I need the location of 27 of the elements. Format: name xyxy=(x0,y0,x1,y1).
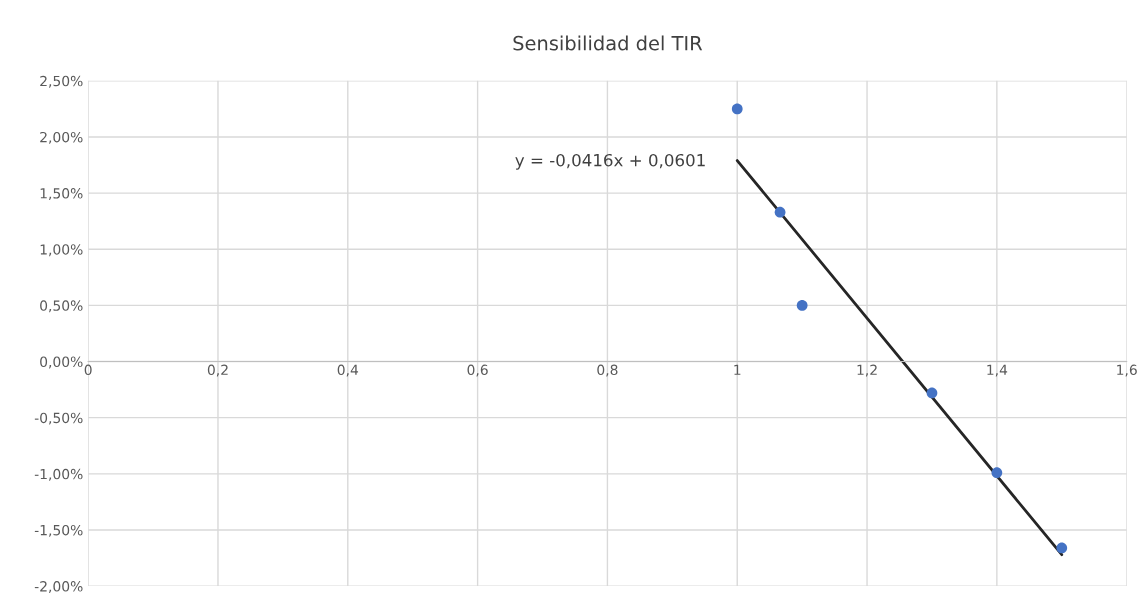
x-tick-label: 1,2 xyxy=(857,364,877,377)
chart-title: Sensibilidad del TIR xyxy=(513,35,703,51)
point xyxy=(926,387,938,399)
y-tick-label: -2,00% xyxy=(34,581,83,594)
y-tick-label: 1,00% xyxy=(40,244,83,257)
y-tick-label: -1,00% xyxy=(34,468,83,481)
y-tick-label: 1,50% xyxy=(40,188,83,200)
x-tick-label: 1,4 xyxy=(987,364,1008,377)
x-tick-label: 0 xyxy=(84,364,92,376)
point xyxy=(774,206,786,218)
x-tick-label: 0,4 xyxy=(337,364,359,377)
y-tick-label: 2,50% xyxy=(40,75,83,88)
x-tick-label: 0,6 xyxy=(467,364,488,377)
y-tick-label: 0,00% xyxy=(40,356,83,369)
x-tick-label: 1 xyxy=(734,364,741,375)
y-tick-label: 2,00% xyxy=(40,131,83,144)
point xyxy=(1056,542,1068,554)
point xyxy=(796,300,808,311)
x-tick-label: 0,8 xyxy=(597,364,618,377)
annotation: y = -0,0416x + 0,0601 xyxy=(515,153,705,170)
y-tick-label: -0,50% xyxy=(34,412,83,425)
y-tick-label: 0,50% xyxy=(40,300,83,313)
x-tick-label: 1,6 xyxy=(1117,364,1137,377)
point xyxy=(731,103,743,115)
x-tick-label: 0,2 xyxy=(207,364,228,377)
point xyxy=(991,467,1003,479)
y-tick-label: -1,50% xyxy=(34,524,83,537)
